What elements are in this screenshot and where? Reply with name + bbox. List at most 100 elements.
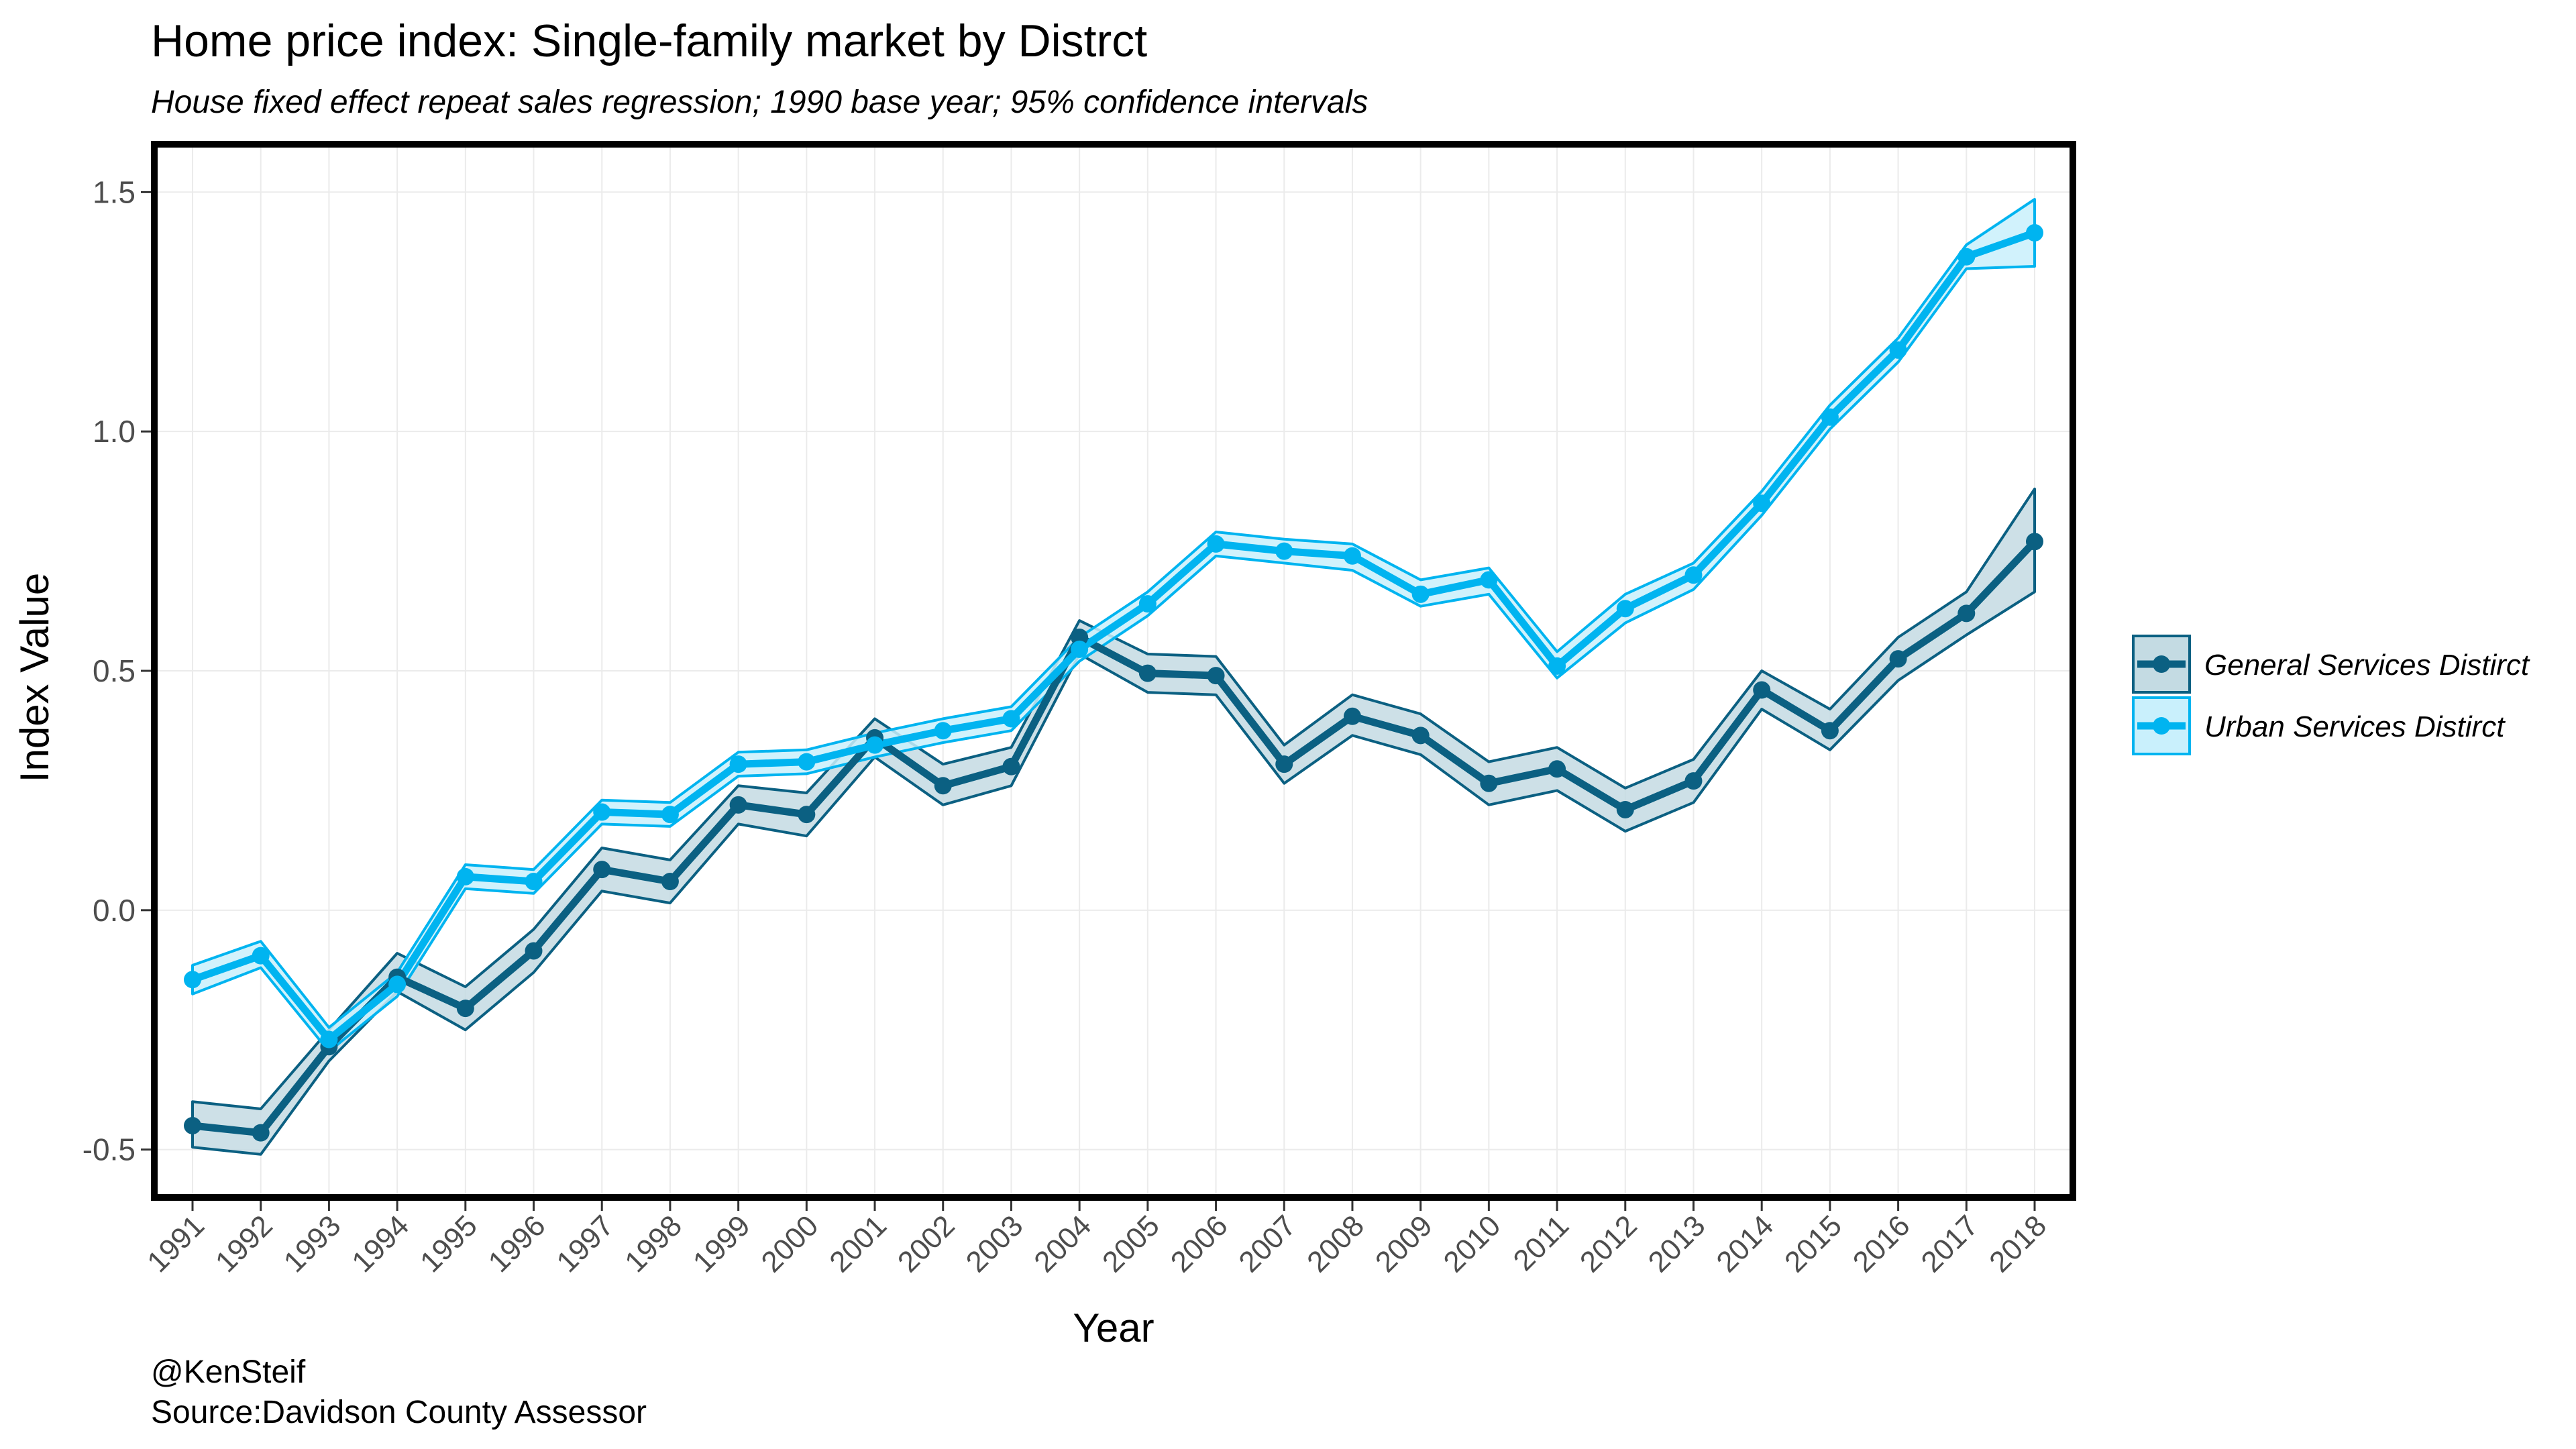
data-point [252, 1124, 270, 1142]
plot-frame [151, 141, 2076, 1201]
data-point [1821, 408, 1839, 426]
series-line-1 [189, 537, 2039, 1137]
data-point [1753, 494, 1771, 513]
data-point [729, 755, 747, 773]
x-tick-label: 2002 [892, 1209, 961, 1279]
x-tick-label: 2003 [960, 1209, 1030, 1279]
x-tick-label: 2012 [1574, 1209, 1644, 1279]
data-point [2026, 533, 2043, 551]
data-point [1411, 727, 1430, 745]
y-axis-title: Index Value [12, 573, 57, 782]
data-point [1411, 585, 1430, 603]
series-line-2 [189, 229, 2039, 1043]
data-point [1821, 722, 1839, 740]
data-point [1684, 772, 1703, 790]
x-tick-label: 2009 [1369, 1209, 1439, 1279]
data-point [934, 722, 952, 740]
data-point [1207, 667, 1225, 685]
x-tick-label: 2007 [1232, 1209, 1302, 1279]
data-point [1616, 800, 1634, 818]
data-point [1548, 657, 1566, 675]
x-tick-label: 2013 [1642, 1209, 1712, 1279]
data-point [661, 806, 679, 824]
legend: General Services Distirct Urban Services … [2132, 635, 2530, 755]
data-point [1071, 640, 1089, 658]
data-point [1207, 535, 1225, 553]
series-lines [189, 229, 2039, 1137]
data-point [388, 975, 407, 994]
legend-item-2: Urban Services Distirct [2132, 696, 2506, 755]
y-axis-ticks: -0.5 0.0 0.5 1.0 1.5 [83, 174, 151, 1167]
x-tick-label: 2014 [1710, 1209, 1780, 1279]
legend-key-point [2153, 655, 2170, 673]
data-point [1275, 542, 1293, 560]
data-point [593, 803, 611, 821]
data-point [1957, 604, 1976, 623]
data-point [184, 1116, 201, 1134]
series-points [184, 224, 2043, 1142]
chart-title: Home price index: Single-family market b… [151, 15, 1148, 66]
data-point [1343, 547, 1361, 565]
data-point [525, 873, 543, 890]
data-point [320, 1030, 338, 1049]
data-point [1889, 341, 1907, 359]
x-tick-label: 1991 [141, 1209, 211, 1279]
x-tick-label: 1999 [687, 1209, 757, 1279]
x-axis-title: Year [1073, 1305, 1154, 1350]
data-point [934, 777, 952, 795]
x-tick-label: 2006 [1165, 1209, 1234, 1279]
x-tick-label: 1996 [482, 1209, 552, 1279]
x-axis-ticks: 1991199219931994199519961997199819992000… [141, 1201, 2053, 1279]
data-point [1002, 710, 1020, 728]
x-tick-label: 1992 [209, 1209, 279, 1279]
data-point [593, 861, 611, 879]
legend-label: Urban Services Distirct [2204, 710, 2506, 743]
caption-source: Source:Davidson County Assessor [151, 1395, 647, 1430]
x-tick-label: 1995 [414, 1209, 484, 1279]
x-tick-label: 2008 [1301, 1209, 1371, 1279]
y-tick-label: 1.0 [93, 414, 136, 449]
data-point [1480, 571, 1498, 589]
x-tick-label: 2001 [823, 1209, 893, 1279]
y-tick-label: 0.5 [93, 653, 136, 688]
data-point [456, 867, 474, 885]
data-point [866, 736, 884, 754]
x-tick-label: 2000 [755, 1209, 825, 1279]
data-point [525, 942, 543, 960]
data-point [1343, 707, 1361, 725]
confidence-band-1 [191, 487, 2036, 1156]
x-tick-label: 2005 [1096, 1209, 1166, 1279]
data-point [798, 753, 816, 771]
data-point [2026, 224, 2043, 242]
data-point [184, 971, 201, 989]
legend-label: General Services Distirct [2204, 649, 2530, 682]
x-tick-label: 2016 [1847, 1209, 1917, 1279]
data-point [1138, 664, 1157, 682]
chart-subtitle: House fixed effect repeat sales regressi… [151, 85, 1368, 120]
data-point [729, 796, 747, 814]
x-tick-label: 2011 [1507, 1209, 1576, 1277]
data-point [1616, 600, 1634, 618]
data-point [1889, 650, 1907, 668]
caption-author: @KenSteif [151, 1354, 306, 1390]
data-point [1957, 248, 1976, 266]
y-tick-label: 1.5 [93, 174, 136, 209]
x-tick-label: 1993 [278, 1209, 347, 1279]
data-point [1753, 681, 1771, 699]
data-point [252, 947, 270, 965]
data-point [456, 1000, 474, 1018]
data-point [1071, 629, 1089, 647]
data-point [661, 873, 679, 890]
data-point [1548, 760, 1566, 778]
y-tick-label: -0.5 [83, 1132, 136, 1167]
x-tick-label: 2018 [1983, 1209, 2053, 1279]
x-tick-label: 2015 [1778, 1209, 1848, 1279]
data-point [1138, 595, 1157, 613]
legend-item-1: General Services Distirct [2132, 635, 2530, 694]
y-tick-label: 0.0 [93, 893, 136, 928]
data-point [798, 806, 816, 824]
data-point [1684, 566, 1703, 584]
x-tick-label: 2004 [1028, 1209, 1097, 1279]
data-point [1275, 755, 1293, 773]
